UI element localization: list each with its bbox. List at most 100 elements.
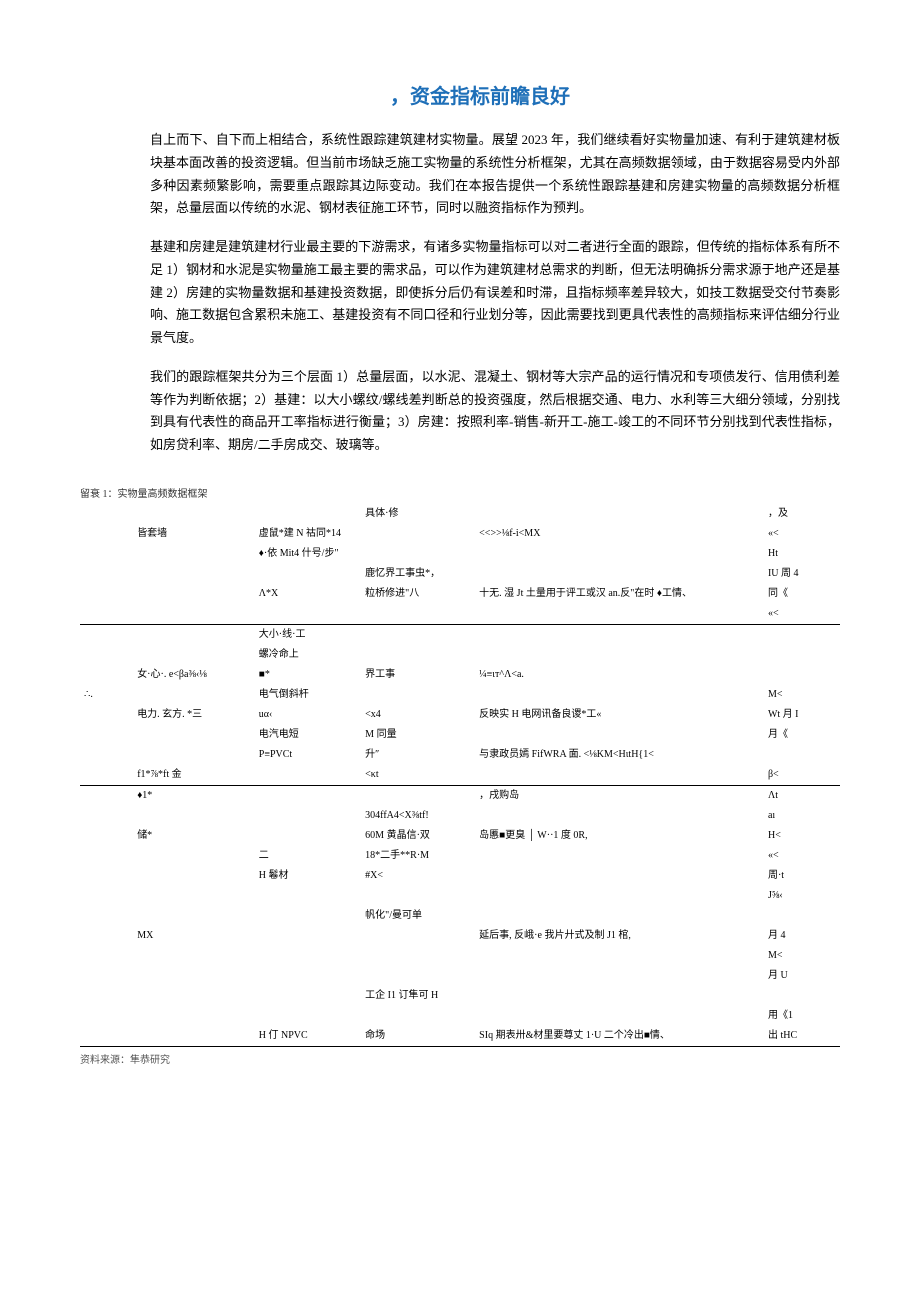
table-cell: 用《1 <box>764 1006 840 1026</box>
table-cell <box>361 946 475 966</box>
table-cell: 出 tHC <box>764 1026 840 1047</box>
table-cell: 虚鼠*建 N 祜同*14 <box>255 524 361 544</box>
table-cell <box>80 846 133 866</box>
table-cell <box>133 1026 255 1047</box>
table-cell <box>80 725 133 745</box>
table-cell <box>255 886 361 906</box>
table-cell <box>255 986 361 1006</box>
table-cell <box>133 846 255 866</box>
table-cell: 二 <box>255 846 361 866</box>
table-cell <box>764 645 840 665</box>
table-cell: SIq 期表卅&材里要尊丈 1·U 二个冷出■情、 <box>475 1026 764 1047</box>
table-cell <box>133 504 255 524</box>
table-cell <box>133 584 255 604</box>
table-cell: ♦·依 Mit4 什号/步" <box>255 544 361 564</box>
table-cell <box>361 966 475 986</box>
table-cell <box>80 504 133 524</box>
table-cell: H 鬈材 <box>255 866 361 886</box>
table-cell <box>80 624 133 645</box>
table-cell <box>475 624 764 645</box>
table-cell: H 仃 NPVC <box>255 1026 361 1047</box>
table-cell <box>475 504 764 524</box>
table-cell <box>475 765 764 786</box>
framework-table: 具体·修，及皆套墙虚鼠*建 N 祜同*14 <<>>⅛f-i<MX «< ♦·依 Mi… <box>80 504 840 1047</box>
table-cell <box>764 906 840 926</box>
table-row: 女·心·. e<βa⅜‹⅛■*界工事¼≡ιт^Λ<a. <box>80 665 840 685</box>
table-cell <box>255 926 361 946</box>
table-cell <box>255 765 361 786</box>
table-cell: 月《 <box>764 725 840 745</box>
table-cell <box>80 785 133 806</box>
table-cell: ，及 <box>764 504 840 524</box>
table-cell <box>361 645 475 665</box>
table-cell <box>133 745 255 765</box>
table-cell: 大小·线·工 <box>255 624 361 645</box>
table-cell <box>475 544 764 564</box>
table-cell <box>133 1006 255 1026</box>
table-caption: 留衰 1：实物量高频数据框架 <box>80 485 840 500</box>
table-cell <box>80 645 133 665</box>
table-cell <box>80 966 133 986</box>
table-cell: 与隶政员嫣 FifWRA 面. <⅛KM<HιtH{1< <box>475 745 764 765</box>
section-title: ，资金指标前瞻良好 <box>80 80 840 109</box>
table-cell: M< <box>764 946 840 966</box>
table-cell <box>133 564 255 584</box>
table-cell: 304ffA4<X⅜tf! <box>361 806 475 826</box>
table-cell: ，戌购岛 <box>475 785 764 806</box>
table-cell <box>764 665 840 685</box>
table-row: 帆化"/曼可单 <box>80 906 840 926</box>
table-cell: 电汽电短 <box>255 725 361 745</box>
table-row: Λ*X粒桥修进"八十无. 湿 Jt 土量用于评工或汉 an.反"在时 ♦工情、同… <box>80 584 840 604</box>
table-cell <box>255 1006 361 1026</box>
table-cell <box>133 685 255 705</box>
table-cell <box>255 604 361 625</box>
table-cell: 皆套墙 <box>133 524 255 544</box>
table-cell <box>361 886 475 906</box>
table-cell: 帆化"/曼可单 <box>361 906 475 926</box>
table-row: 304ffA4<X⅜tf!aı <box>80 806 840 826</box>
table-cell <box>133 645 255 665</box>
table-cell: 命场 <box>361 1026 475 1047</box>
table-cell: ■* <box>255 665 361 685</box>
table-cell: uα‹ <box>255 705 361 725</box>
table-row: 储*60M 黄晶信·双岛慝■更臭 │ W··1 度 0R,H< <box>80 826 840 846</box>
table-row: H 仃 NPVC命场SIq 期表卅&材里要尊丈 1·U 二个冷出■情、出 tHC <box>80 1026 840 1047</box>
table-cell: 延后事, 反峨·e 我片廾式及制 J1 棺, <box>475 926 764 946</box>
table-cell <box>80 866 133 886</box>
table-cell <box>361 685 475 705</box>
table-row: 工企 I1 订隼可 H <box>80 986 840 1006</box>
body-paragraph-1: 自上而下、自下而上相结合，系统性跟踪建筑建材实物量。展望 2023 年，我们继续… <box>80 129 840 220</box>
table-cell: «< <box>764 846 840 866</box>
table-cell <box>361 604 475 625</box>
table-row: 鹿忆界工事虫*，IU 周 4 <box>80 564 840 584</box>
table-cell: 月 4 <box>764 926 840 946</box>
table-cell <box>133 906 255 926</box>
table-cell <box>133 806 255 826</box>
table-cell: #X< <box>361 866 475 886</box>
table-cell: M 同量 <box>361 725 475 745</box>
table-cell: 鹿忆界工事虫*， <box>361 564 475 584</box>
table-cell <box>764 624 840 645</box>
table-row: 用《1 <box>80 1006 840 1026</box>
table-cell <box>255 504 361 524</box>
table-cell <box>80 705 133 725</box>
table-cell: ¼≡ιт^Λ<a. <box>475 665 764 685</box>
table-cell: <<>>⅛f-i<MX <box>475 524 764 544</box>
table-cell <box>475 564 764 584</box>
table-row: 具体·修，及 <box>80 504 840 524</box>
table-cell <box>80 604 133 625</box>
table-cell <box>80 584 133 604</box>
table-cell: 反映实 H 电网讯备良谡*工« <box>475 705 764 725</box>
table-cell: J⅝‹ <box>764 886 840 906</box>
table-row: J⅝‹ <box>80 886 840 906</box>
table-cell: 螺冷命上 <box>255 645 361 665</box>
table-cell <box>255 785 361 806</box>
table-row: 皆套墙虚鼠*建 N 祜同*14<<>>⅛f-i<MX«< <box>80 524 840 544</box>
table-cell <box>475 604 764 625</box>
table-cell <box>80 906 133 926</box>
table-cell: MX <box>133 926 255 946</box>
table-cell <box>361 624 475 645</box>
table-row: P≡PVCt升″与隶政员嫣 FifWRA 面. <⅛KM<HιtH{1< <box>80 745 840 765</box>
table-cell: 储* <box>133 826 255 846</box>
table-cell <box>475 986 764 1006</box>
